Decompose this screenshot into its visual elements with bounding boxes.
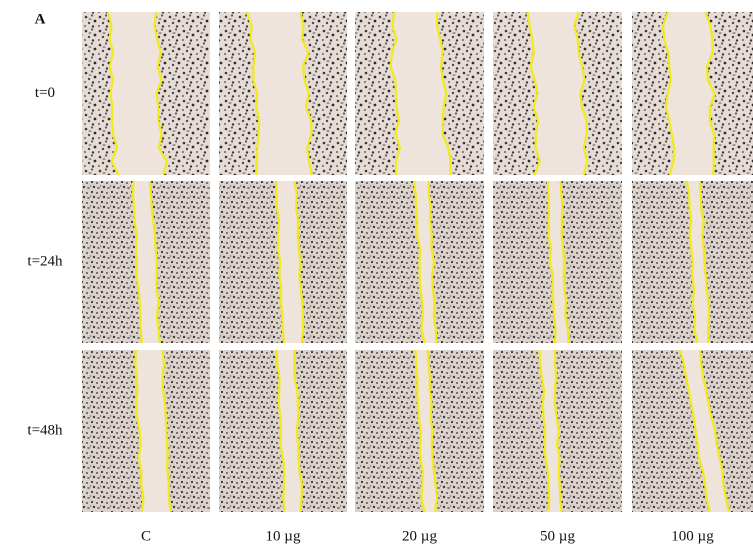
wound-edge xyxy=(412,180,426,344)
wound-edge xyxy=(389,11,402,176)
row-label: t=24h xyxy=(27,253,63,269)
row-label: t=48h xyxy=(27,422,63,438)
wound-area xyxy=(390,12,451,175)
wound-area xyxy=(527,12,588,175)
wound-edge xyxy=(427,180,438,344)
wound-edge xyxy=(699,349,730,513)
micrograph xyxy=(493,180,622,344)
panel-label: A xyxy=(35,11,46,27)
column-label: 100 µg xyxy=(671,528,714,544)
wound-area xyxy=(107,12,167,175)
wound-edge xyxy=(134,349,145,513)
wound-edge xyxy=(148,180,161,344)
wound-edge xyxy=(106,11,120,176)
column-label: 10 µg xyxy=(266,528,301,544)
wound-edge xyxy=(573,11,589,176)
wound-edge xyxy=(538,349,551,513)
column-label: C xyxy=(141,528,151,544)
micrograph xyxy=(493,349,622,513)
wound-edge xyxy=(292,349,304,513)
wound-edge xyxy=(559,180,570,344)
wound-edge xyxy=(298,11,313,176)
wound-area xyxy=(414,181,437,343)
wound-area xyxy=(276,181,304,343)
micrograph xyxy=(219,11,347,176)
micrograph xyxy=(355,180,484,344)
wound-edge xyxy=(546,180,557,344)
wound-edge xyxy=(704,11,716,176)
wound-edge xyxy=(245,11,261,176)
micrograph xyxy=(82,180,210,344)
wound-area xyxy=(415,350,437,512)
micrograph xyxy=(632,349,753,513)
micrograph xyxy=(82,11,210,176)
wound-edge xyxy=(553,349,563,513)
micrograph xyxy=(632,11,753,176)
wound-area xyxy=(246,12,312,175)
row-label: t=0 xyxy=(35,85,55,101)
wound-area xyxy=(276,350,302,512)
micrograph xyxy=(355,11,484,176)
wound-edge xyxy=(414,349,426,513)
column-label: 50 µg xyxy=(540,528,575,544)
micrograph xyxy=(219,180,347,344)
micrograph xyxy=(82,349,210,513)
wound-edge xyxy=(153,11,169,176)
wound-edge xyxy=(426,349,439,513)
wound-area xyxy=(663,12,715,175)
wound-edge xyxy=(293,180,305,344)
wound-edge xyxy=(274,180,286,344)
micrograph xyxy=(355,349,484,513)
wound-edge xyxy=(526,11,542,176)
micrograph xyxy=(219,349,347,513)
wound-edge xyxy=(131,180,144,344)
wound-area xyxy=(680,350,729,512)
wound-edge xyxy=(435,11,452,176)
wound-edge xyxy=(661,11,676,176)
wound-edge xyxy=(678,349,711,513)
micrograph xyxy=(493,11,622,176)
wound-edge xyxy=(161,349,172,513)
column-label: 20 µg xyxy=(402,528,437,544)
wound-area xyxy=(547,181,569,343)
micrograph xyxy=(632,180,753,344)
wound-edge xyxy=(275,349,286,513)
wound-edge xyxy=(685,180,699,344)
wound-edge xyxy=(698,180,711,344)
